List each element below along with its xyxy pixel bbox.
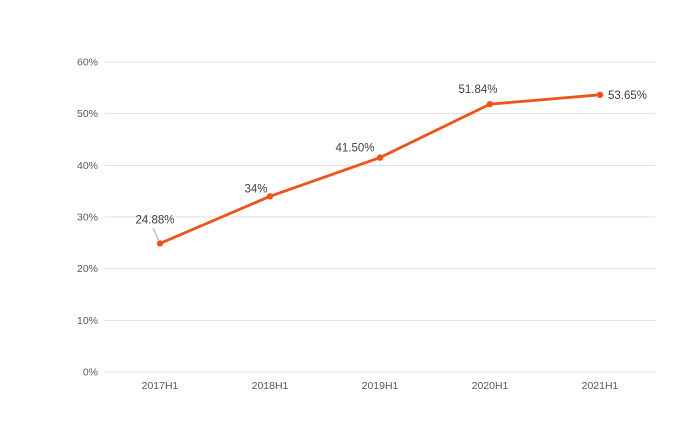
data-point-label: 53.65% — [608, 90, 647, 102]
data-point-label: 51.84% — [458, 84, 497, 96]
y-axis-tick-label: 20% — [77, 263, 98, 275]
data-point-label: 24.88% — [135, 214, 174, 226]
x-axis-tick-label: 2018H1 — [252, 380, 289, 392]
y-axis-tick-label: 0% — [83, 367, 98, 379]
x-axis-tick-label: 2020H1 — [472, 380, 509, 392]
y-axis-tick-label: 50% — [77, 108, 98, 120]
y-axis-tick-label: 30% — [77, 212, 98, 224]
data-point-label: 34% — [244, 183, 267, 195]
x-axis-tick-label: 2019H1 — [362, 380, 399, 392]
data-label-leader-line — [152, 227, 159, 241]
data-line — [158, 93, 602, 245]
y-axis-tick-label: 40% — [77, 160, 98, 172]
y-axis-tick-label: 10% — [77, 315, 98, 327]
x-axis-tick-label: 2017H1 — [142, 380, 179, 392]
data-point-marker — [266, 193, 274, 200]
data-point-marker — [156, 240, 164, 247]
x-axis-tick-label: 2021H1 — [582, 380, 619, 392]
data-point-marker — [486, 100, 494, 108]
y-axis-tick-label: 60% — [77, 57, 98, 69]
data-point-marker — [596, 91, 604, 99]
data-point-marker — [376, 154, 384, 161]
data-point-label: 41.50% — [335, 143, 374, 155]
